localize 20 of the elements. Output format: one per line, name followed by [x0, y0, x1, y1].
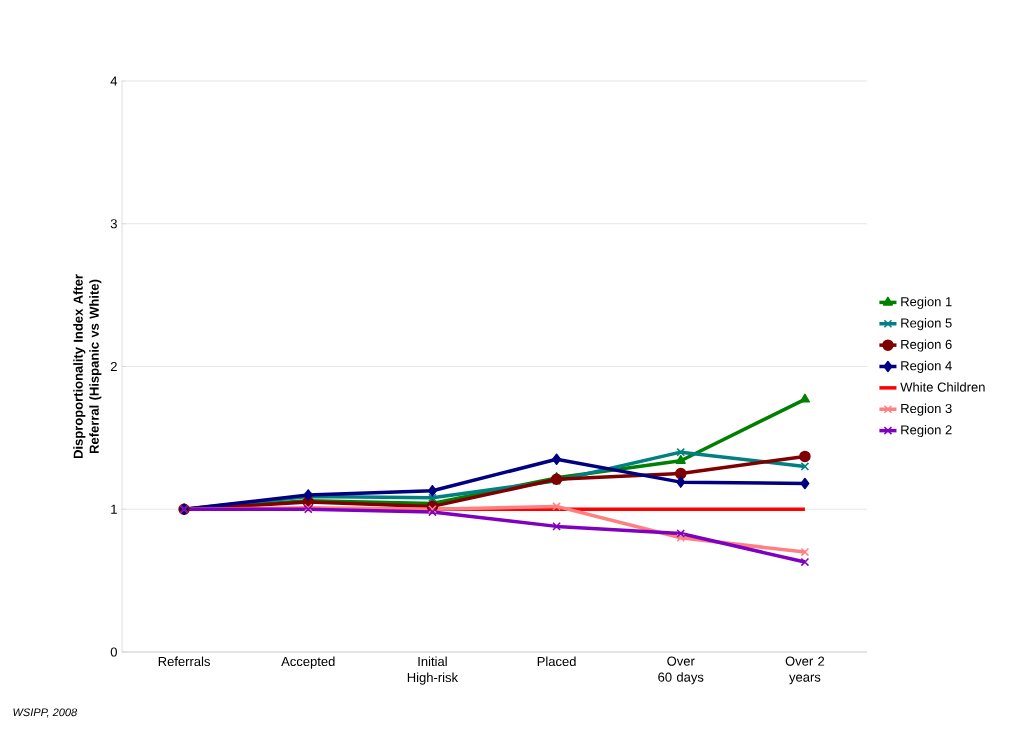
text: WSIPP, 2008	[13, 708, 78, 718]
x-tick-label: Over 60 days	[658, 656, 704, 685]
legend-label: Region 6	[901, 339, 952, 352]
legend-label: Region 2	[901, 424, 952, 438]
legend-label: White Children	[900, 382, 985, 392]
y-tick-label: 4	[110, 76, 118, 86]
y-tick-label: 2	[110, 361, 117, 372]
legend-label: Region 3	[901, 403, 952, 416]
legend-label: Region 1	[901, 296, 952, 309]
y-tick-label: 0	[110, 647, 117, 657]
legend-label: Region 5	[901, 318, 952, 331]
x-tick-label: Placed	[537, 656, 576, 667]
y-tick-label: 1	[111, 504, 117, 514]
y-axis-title: Disproportionality Index After Referral (Hispanic vs White)	[73, 274, 102, 459]
x-tick-label: Referrals	[158, 656, 210, 667]
y-tick-label: 3	[110, 219, 117, 229]
x-tick-label: Over 2 years	[785, 656, 825, 685]
legend-label: Region 4	[901, 360, 952, 373]
x-tick-label: Initial High-risk	[407, 656, 459, 685]
x-tick-label: Accepted	[281, 656, 335, 669]
